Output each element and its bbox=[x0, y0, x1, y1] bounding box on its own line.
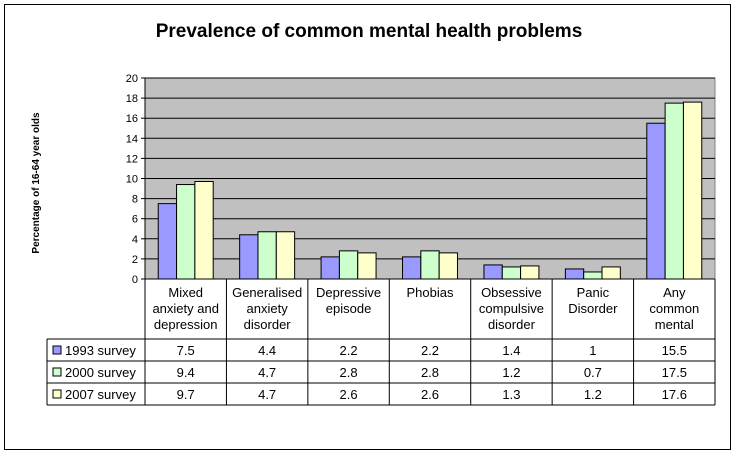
data-table-value: 2.2 bbox=[421, 343, 439, 358]
bar bbox=[682, 101, 703, 280]
data-table-value: 15.5 bbox=[662, 343, 687, 358]
category-label: Panic Disorder bbox=[568, 285, 618, 316]
category-label: Mixed anxiety and depression bbox=[152, 285, 219, 332]
bar bbox=[338, 250, 359, 280]
bar bbox=[564, 268, 585, 280]
bar bbox=[438, 252, 458, 280]
bar bbox=[664, 102, 684, 280]
category-label: Obsessive compulsive disorder bbox=[479, 285, 544, 332]
category-label: Generalised anxiety disorder bbox=[232, 285, 302, 332]
y-tick-label: 18 bbox=[126, 93, 138, 105]
y-tick-label: 2 bbox=[132, 254, 138, 266]
y-axis-label: Percentage of 16-64 year olds bbox=[31, 112, 42, 254]
data-table-value: 0.7 bbox=[584, 365, 602, 380]
data-table-value: 2.8 bbox=[421, 365, 439, 380]
legend-key bbox=[52, 389, 62, 399]
y-tick-label: 0 bbox=[132, 274, 138, 286]
data-table-value: 1.4 bbox=[502, 343, 520, 358]
legend-key bbox=[52, 345, 62, 355]
bar bbox=[601, 266, 621, 280]
y-tick-label: 4 bbox=[132, 234, 138, 246]
data-table-value: 1.2 bbox=[502, 365, 520, 380]
bar bbox=[239, 234, 259, 280]
chart-title: Prevalence of common mental health probl… bbox=[156, 21, 583, 42]
bar bbox=[257, 231, 277, 280]
bar bbox=[501, 266, 522, 280]
data-table-value: 2.6 bbox=[340, 387, 358, 402]
data-table-value: 1 bbox=[589, 343, 596, 358]
bar bbox=[402, 256, 422, 280]
y-tick-label: 16 bbox=[126, 113, 138, 125]
bar-chart: Prevalence of common mental health probl… bbox=[31, 21, 716, 406]
category-label: Phobias bbox=[407, 285, 454, 300]
data-table-value: 9.7 bbox=[177, 387, 195, 402]
bar bbox=[194, 181, 214, 280]
y-tick-label: 20 bbox=[126, 73, 138, 85]
bar bbox=[357, 252, 377, 280]
data-table-value: 9.4 bbox=[177, 365, 195, 380]
legend-label: 1993 survey bbox=[65, 343, 136, 358]
data-table-value: 2.2 bbox=[340, 343, 358, 358]
bar bbox=[320, 256, 340, 280]
bar bbox=[157, 203, 178, 280]
data-table-value: 4.4 bbox=[258, 343, 276, 358]
y-tick-label: 6 bbox=[132, 214, 138, 226]
bar bbox=[583, 271, 603, 280]
data-table-value: 2.6 bbox=[421, 387, 439, 402]
data-table-value: 17.6 bbox=[662, 387, 687, 402]
legend-label: 2000 survey bbox=[65, 365, 136, 380]
bar bbox=[420, 250, 440, 280]
data-table: Mixed anxiety and depression Generalised anx… bbox=[46, 279, 716, 406]
legend-key bbox=[52, 367, 62, 377]
category-label: Depressive episode bbox=[316, 285, 381, 316]
bar bbox=[520, 265, 540, 280]
data-table-value: 4.7 bbox=[258, 387, 276, 402]
y-tick-label: 8 bbox=[132, 194, 138, 206]
data-table-value: 1.2 bbox=[584, 387, 602, 402]
data-table-value: 4.7 bbox=[258, 365, 276, 380]
bar bbox=[483, 264, 503, 280]
bar bbox=[275, 231, 296, 280]
data-table-value: 1.3 bbox=[502, 387, 520, 402]
y-tick-label: 10 bbox=[126, 174, 138, 186]
data-table-value: 2.8 bbox=[340, 365, 358, 380]
chart-frame: Prevalence of common mental health probl… bbox=[4, 4, 731, 450]
data-table-value: 17.5 bbox=[662, 365, 687, 380]
data-table-value: 7.5 bbox=[177, 343, 195, 358]
bar bbox=[646, 122, 666, 280]
plot-area: 0 2 4 6 8 10 12 14 16 18 20 bbox=[126, 73, 716, 286]
y-tick-label: 14 bbox=[126, 133, 138, 145]
bar bbox=[176, 184, 196, 280]
legend-label: 2007 survey bbox=[65, 387, 136, 402]
category-label: Any common mental bbox=[649, 285, 699, 332]
y-tick-label: 12 bbox=[126, 153, 138, 165]
